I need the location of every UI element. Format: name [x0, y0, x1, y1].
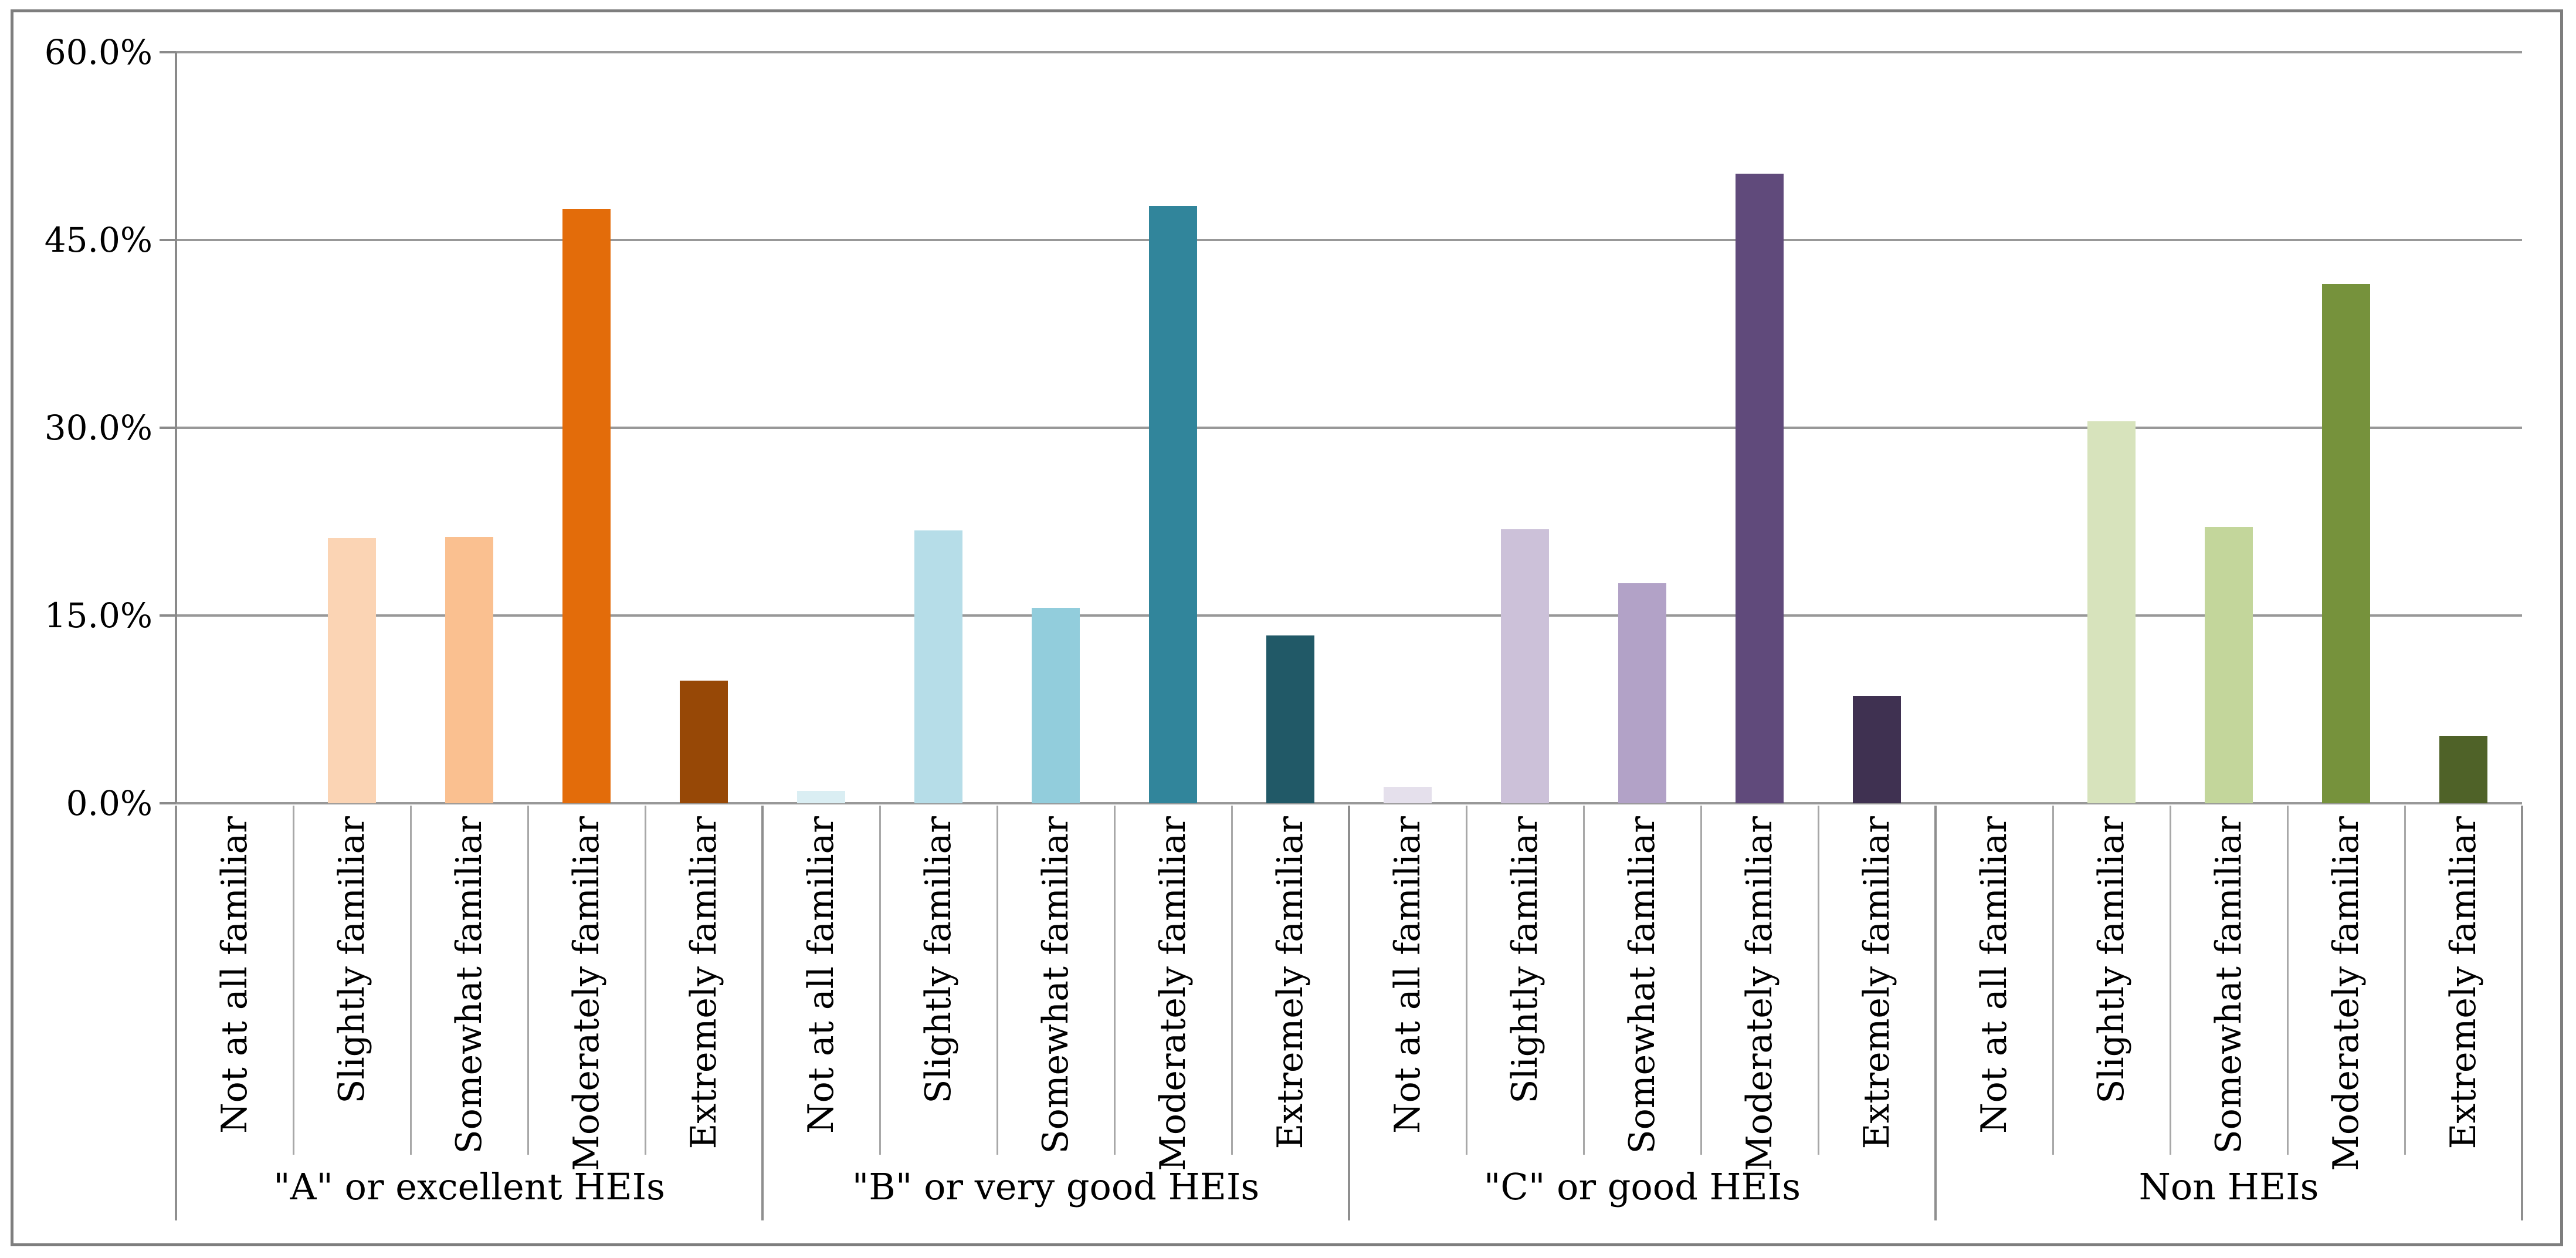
category-label: Extremely familiar [1856, 816, 1897, 1149]
y-axis-label: 15.0% [44, 596, 152, 635]
bar-Moderately familiar [1736, 174, 1784, 803]
bar-Slightly familiar [914, 530, 962, 803]
group-label: "C" or good HEIs [1483, 1165, 1801, 1208]
group-label: "B" or very good HEIs [852, 1165, 1260, 1208]
category-separator [1818, 806, 1819, 1155]
group-separator [175, 806, 177, 1220]
bar-Somewhat familiar [445, 537, 493, 803]
category-label: Somewhat familiar [449, 816, 490, 1154]
category-separator [293, 806, 294, 1155]
chart-outer-frame: 0.0% 15.0% 30.0% 45.0% 60.0% Not at all famil… [11, 9, 2563, 1246]
gridline-0.0% [176, 802, 2522, 804]
gridline-45.0% [176, 239, 2522, 241]
bar-Somewhat familiar [1032, 608, 1080, 803]
category-separator [2287, 806, 2289, 1155]
bar-Extremely familiar [1853, 696, 1901, 803]
bar-Extremely familiar [1266, 635, 1314, 803]
bar-Slightly familiar [2087, 421, 2136, 803]
category-label: Slightly familiar [1504, 816, 1545, 1104]
category-label: Not at all familiar [214, 816, 255, 1134]
group-label: "A" or excellent HEIs [273, 1165, 665, 1208]
group-separator [2521, 806, 2523, 1220]
category-label: Somewhat familiar [2208, 816, 2249, 1154]
category-label: Somewhat familiar [1035, 816, 1076, 1154]
bar-Extremely familiar [2439, 736, 2487, 803]
category-label: Slightly familiar [2091, 816, 2132, 1104]
bar-Somewhat familiar [1618, 583, 1666, 803]
y-axis-label: 30.0% [44, 408, 152, 448]
category-label: Somewhat familiar [1622, 816, 1663, 1154]
gridline-15.0% [176, 614, 2522, 617]
category-separator [2404, 806, 2406, 1155]
bar-Slightly familiar [1501, 529, 1549, 803]
gridline-60.0% [176, 51, 2522, 54]
y-axis-line [175, 52, 177, 803]
y-axis-tick-60.0% [160, 51, 176, 54]
category-label: Not at all familiar [801, 816, 842, 1134]
group-label: Non HEIs [2138, 1165, 2319, 1208]
category-separator [2170, 806, 2171, 1155]
category-label: Not at all familiar [1387, 816, 1428, 1134]
category-label: Moderately familiar [1739, 816, 1780, 1171]
category-label: Extremely familiar [2443, 816, 2484, 1149]
bar-Moderately familiar [2322, 284, 2370, 803]
category-separator [527, 806, 529, 1155]
bar-Somewhat familiar [2205, 527, 2253, 803]
y-axis-tick-45.0% [160, 239, 176, 241]
bar-Not at all familiar [797, 791, 845, 803]
category-label: Slightly familiar [918, 816, 959, 1104]
category-separator [1114, 806, 1116, 1155]
bar-Moderately familiar [562, 209, 611, 803]
group-separator [1934, 806, 1937, 1220]
category-separator [879, 806, 881, 1155]
bar-Not at all familiar [1384, 787, 1432, 803]
bar-Moderately familiar [1149, 206, 1197, 803]
bar-Slightly familiar [328, 538, 376, 803]
category-separator [996, 806, 998, 1155]
group-separator [761, 806, 764, 1220]
bar-Extremely familiar [680, 681, 728, 803]
category-separator [2052, 806, 2054, 1155]
group-separator [1348, 806, 1350, 1220]
category-separator [1700, 806, 1702, 1155]
category-label: Extremely familiar [683, 816, 724, 1149]
category-separator [645, 806, 646, 1155]
category-separator [1583, 806, 1585, 1155]
gridline-30.0% [176, 427, 2522, 429]
category-label: Moderately familiar [2326, 816, 2367, 1171]
y-axis-label: 60.0% [44, 32, 152, 73]
category-label: Slightly familiar [331, 816, 372, 1104]
y-axis-tick-15.0% [160, 614, 176, 617]
y-axis-tick-0.0% [160, 802, 176, 804]
category-label: Moderately familiar [1153, 816, 1194, 1171]
y-axis-label: 45.0% [44, 220, 152, 260]
category-label: Moderately familiar [566, 816, 607, 1171]
y-axis-tick-30.0% [160, 427, 176, 429]
category-separator [1231, 806, 1233, 1155]
category-separator [410, 806, 412, 1155]
category-label: Not at all familiar [1974, 816, 2015, 1134]
category-separator [1466, 806, 1467, 1155]
y-axis-label: 0.0% [66, 783, 152, 823]
category-label: Extremely familiar [1270, 816, 1311, 1149]
